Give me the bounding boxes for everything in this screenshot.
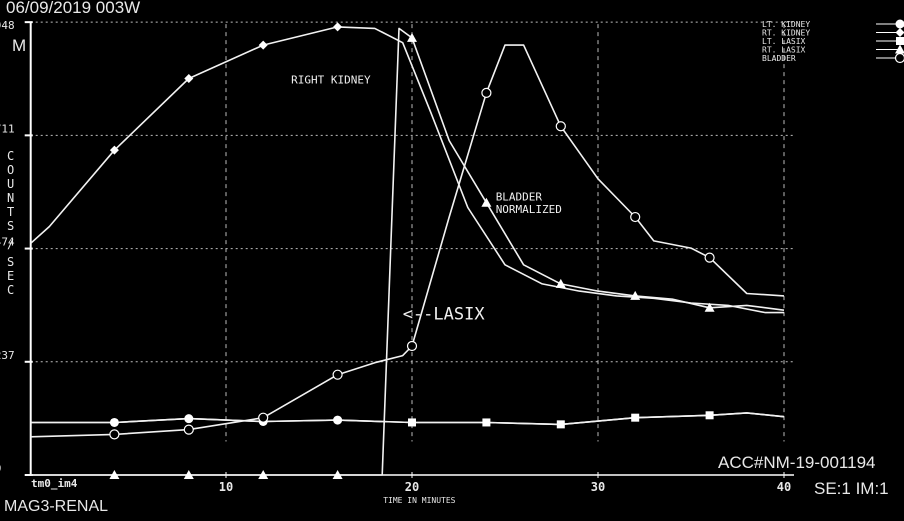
- y-axis-label-char: E: [7, 269, 14, 283]
- data-point: [630, 211, 641, 223]
- data-point: [109, 429, 120, 440]
- data-point: [895, 28, 904, 37]
- data-point: [555, 121, 566, 132]
- data-point: [333, 415, 343, 425]
- legend-label: RT. KIDNEY: [762, 29, 810, 38]
- y-tick-label: 0: [0, 462, 1, 475]
- data-point: [894, 52, 904, 64]
- data-point: [332, 369, 343, 380]
- x-tick-label: 10: [219, 480, 233, 494]
- y-axis-label-char: U: [7, 177, 14, 191]
- data-point: [704, 252, 715, 263]
- data-point: [183, 470, 194, 479]
- date-header: 06/09/2019 003W: [6, 0, 141, 17]
- frame-label: tm0_im4: [31, 477, 78, 490]
- data-point: [482, 418, 491, 427]
- annotation: RIGHT KIDNEY: [291, 73, 371, 86]
- data-point: [895, 44, 904, 54]
- data-point: [556, 420, 565, 429]
- annotation: BLADDER: [496, 190, 543, 203]
- data-point: [406, 340, 418, 352]
- marker-layer: [109, 22, 715, 479]
- y-axis-label-char: N: [7, 191, 14, 205]
- x-tick-label: 30: [591, 480, 605, 494]
- data-point: [183, 424, 194, 435]
- data-point: [184, 414, 194, 424]
- annotation: NORMALIZED: [496, 203, 562, 216]
- data-point: [332, 470, 343, 479]
- grid-layer: [30, 21, 794, 442]
- legend-label: LT. LASIX: [762, 37, 806, 46]
- x-tick-label: 40: [777, 480, 791, 494]
- data-point: [109, 145, 119, 155]
- data-point: [895, 19, 904, 29]
- y-tick-label: 948: [0, 19, 15, 32]
- series-label: SE:1 IM:1: [814, 479, 889, 498]
- data-point: [109, 470, 120, 479]
- legend-label: RT. LASIX: [762, 46, 806, 55]
- y-axis-label-char: O: [7, 163, 14, 177]
- y-axis-label-char: /: [7, 237, 14, 251]
- series-line: [30, 27, 785, 476]
- data-point: [481, 197, 492, 207]
- annotation: <--LASIX: [403, 305, 486, 325]
- data-point: [896, 37, 904, 45]
- data-point: [184, 74, 194, 84]
- data-point: [333, 22, 343, 32]
- series-line: [30, 412, 785, 426]
- accession-label: ACC#NM-19-001194: [718, 453, 876, 472]
- data-point: [258, 470, 269, 479]
- data-point: [555, 278, 566, 288]
- y-axis-label-char: C: [7, 283, 14, 297]
- data-point: [704, 302, 715, 312]
- x-axis-label: TIME IN MINUTES: [383, 496, 455, 505]
- study-label: MAG3-RENAL: [4, 498, 109, 515]
- axis-layer: 023747471194810203040TIME IN MINUTESCOUN…: [0, 19, 794, 505]
- series-line: [30, 44, 785, 438]
- data-point: [481, 87, 492, 98]
- y-tick-label: 711: [0, 122, 15, 135]
- data-point: [408, 418, 416, 427]
- y-tick-label: 237: [0, 349, 15, 362]
- data-point: [631, 413, 640, 422]
- y-tick-label: 474: [0, 236, 15, 249]
- data-point: [258, 40, 268, 50]
- data-point: [258, 412, 269, 423]
- data-point: [407, 32, 417, 42]
- series-line: [30, 26, 784, 314]
- sex-label: M: [12, 36, 27, 55]
- y-axis-label-char: S: [7, 255, 14, 269]
- legend-label: LT. KIDNEY: [762, 20, 810, 29]
- x-tick-label: 20: [405, 480, 419, 494]
- data-point: [109, 417, 119, 427]
- y-axis-label-char: S: [7, 219, 14, 233]
- data-point: [630, 290, 641, 300]
- y-axis-label-char: C: [7, 149, 14, 163]
- y-axis-label-char: T: [7, 205, 14, 219]
- data-point: [705, 411, 714, 420]
- series-layer: [30, 26, 785, 476]
- legend-label: BLADDER: [762, 54, 796, 63]
